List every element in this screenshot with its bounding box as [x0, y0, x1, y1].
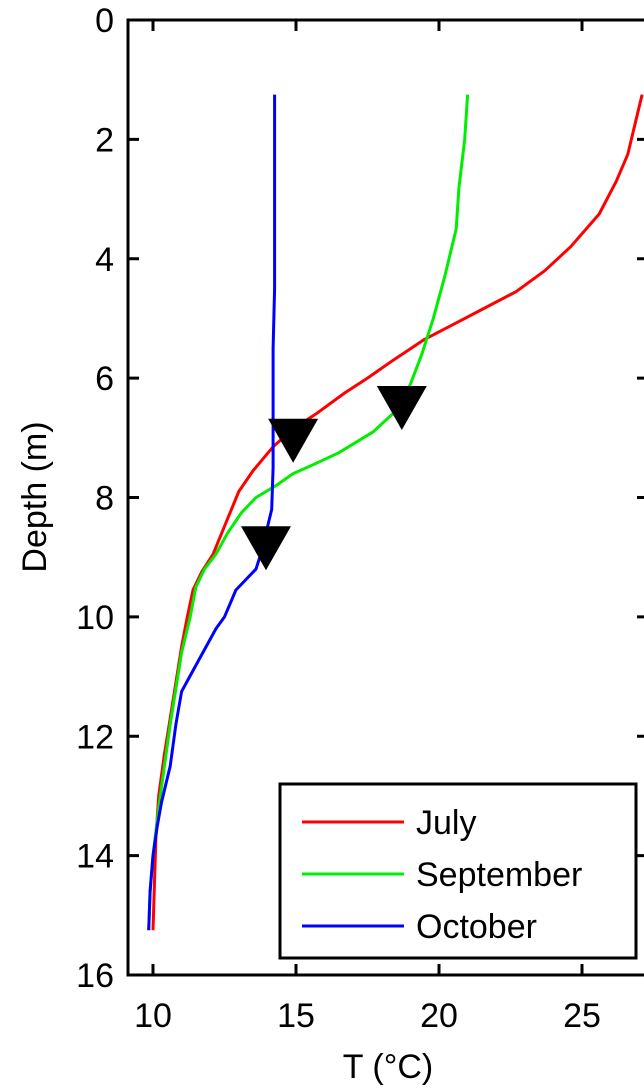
legend-label-september: September	[416, 856, 582, 894]
y-tick-label: 2	[95, 121, 114, 159]
mixed-layer-marker-october	[240, 526, 291, 571]
y-axis-label: Depth (m)	[16, 421, 54, 572]
series-line-september	[147, 94, 470, 931]
y-tick-label: 4	[95, 241, 114, 279]
y-tick-label: 12	[76, 718, 114, 756]
x-tick-label: 10	[134, 997, 172, 1035]
x-tick-label: 20	[420, 997, 458, 1035]
y-tick-label: 14	[76, 838, 114, 876]
series-line-october	[147, 94, 277, 931]
x-axis-label: T (°C)	[343, 1048, 433, 1086]
y-tick-label: 8	[95, 480, 114, 518]
legend: July September October	[278, 782, 638, 960]
mixed-layer-marker-september	[376, 385, 427, 430]
y-tick-label: 16	[76, 957, 114, 995]
mixed-layer-marker-july	[268, 418, 319, 463]
axis-ticks: 10 15 20 25 0 2 4 6 8 10 12 14 16	[76, 2, 644, 1035]
legend-box	[278, 782, 638, 960]
plot-area	[147, 94, 644, 931]
legend-label-october: October	[416, 908, 537, 946]
legend-label-july: July	[416, 804, 476, 842]
y-tick-label: 0	[95, 2, 114, 40]
y-tick-label: 10	[76, 599, 114, 637]
y-tick-label: 6	[95, 360, 114, 398]
x-tick-label: 15	[277, 997, 315, 1035]
x-tick-label: 25	[563, 997, 601, 1035]
